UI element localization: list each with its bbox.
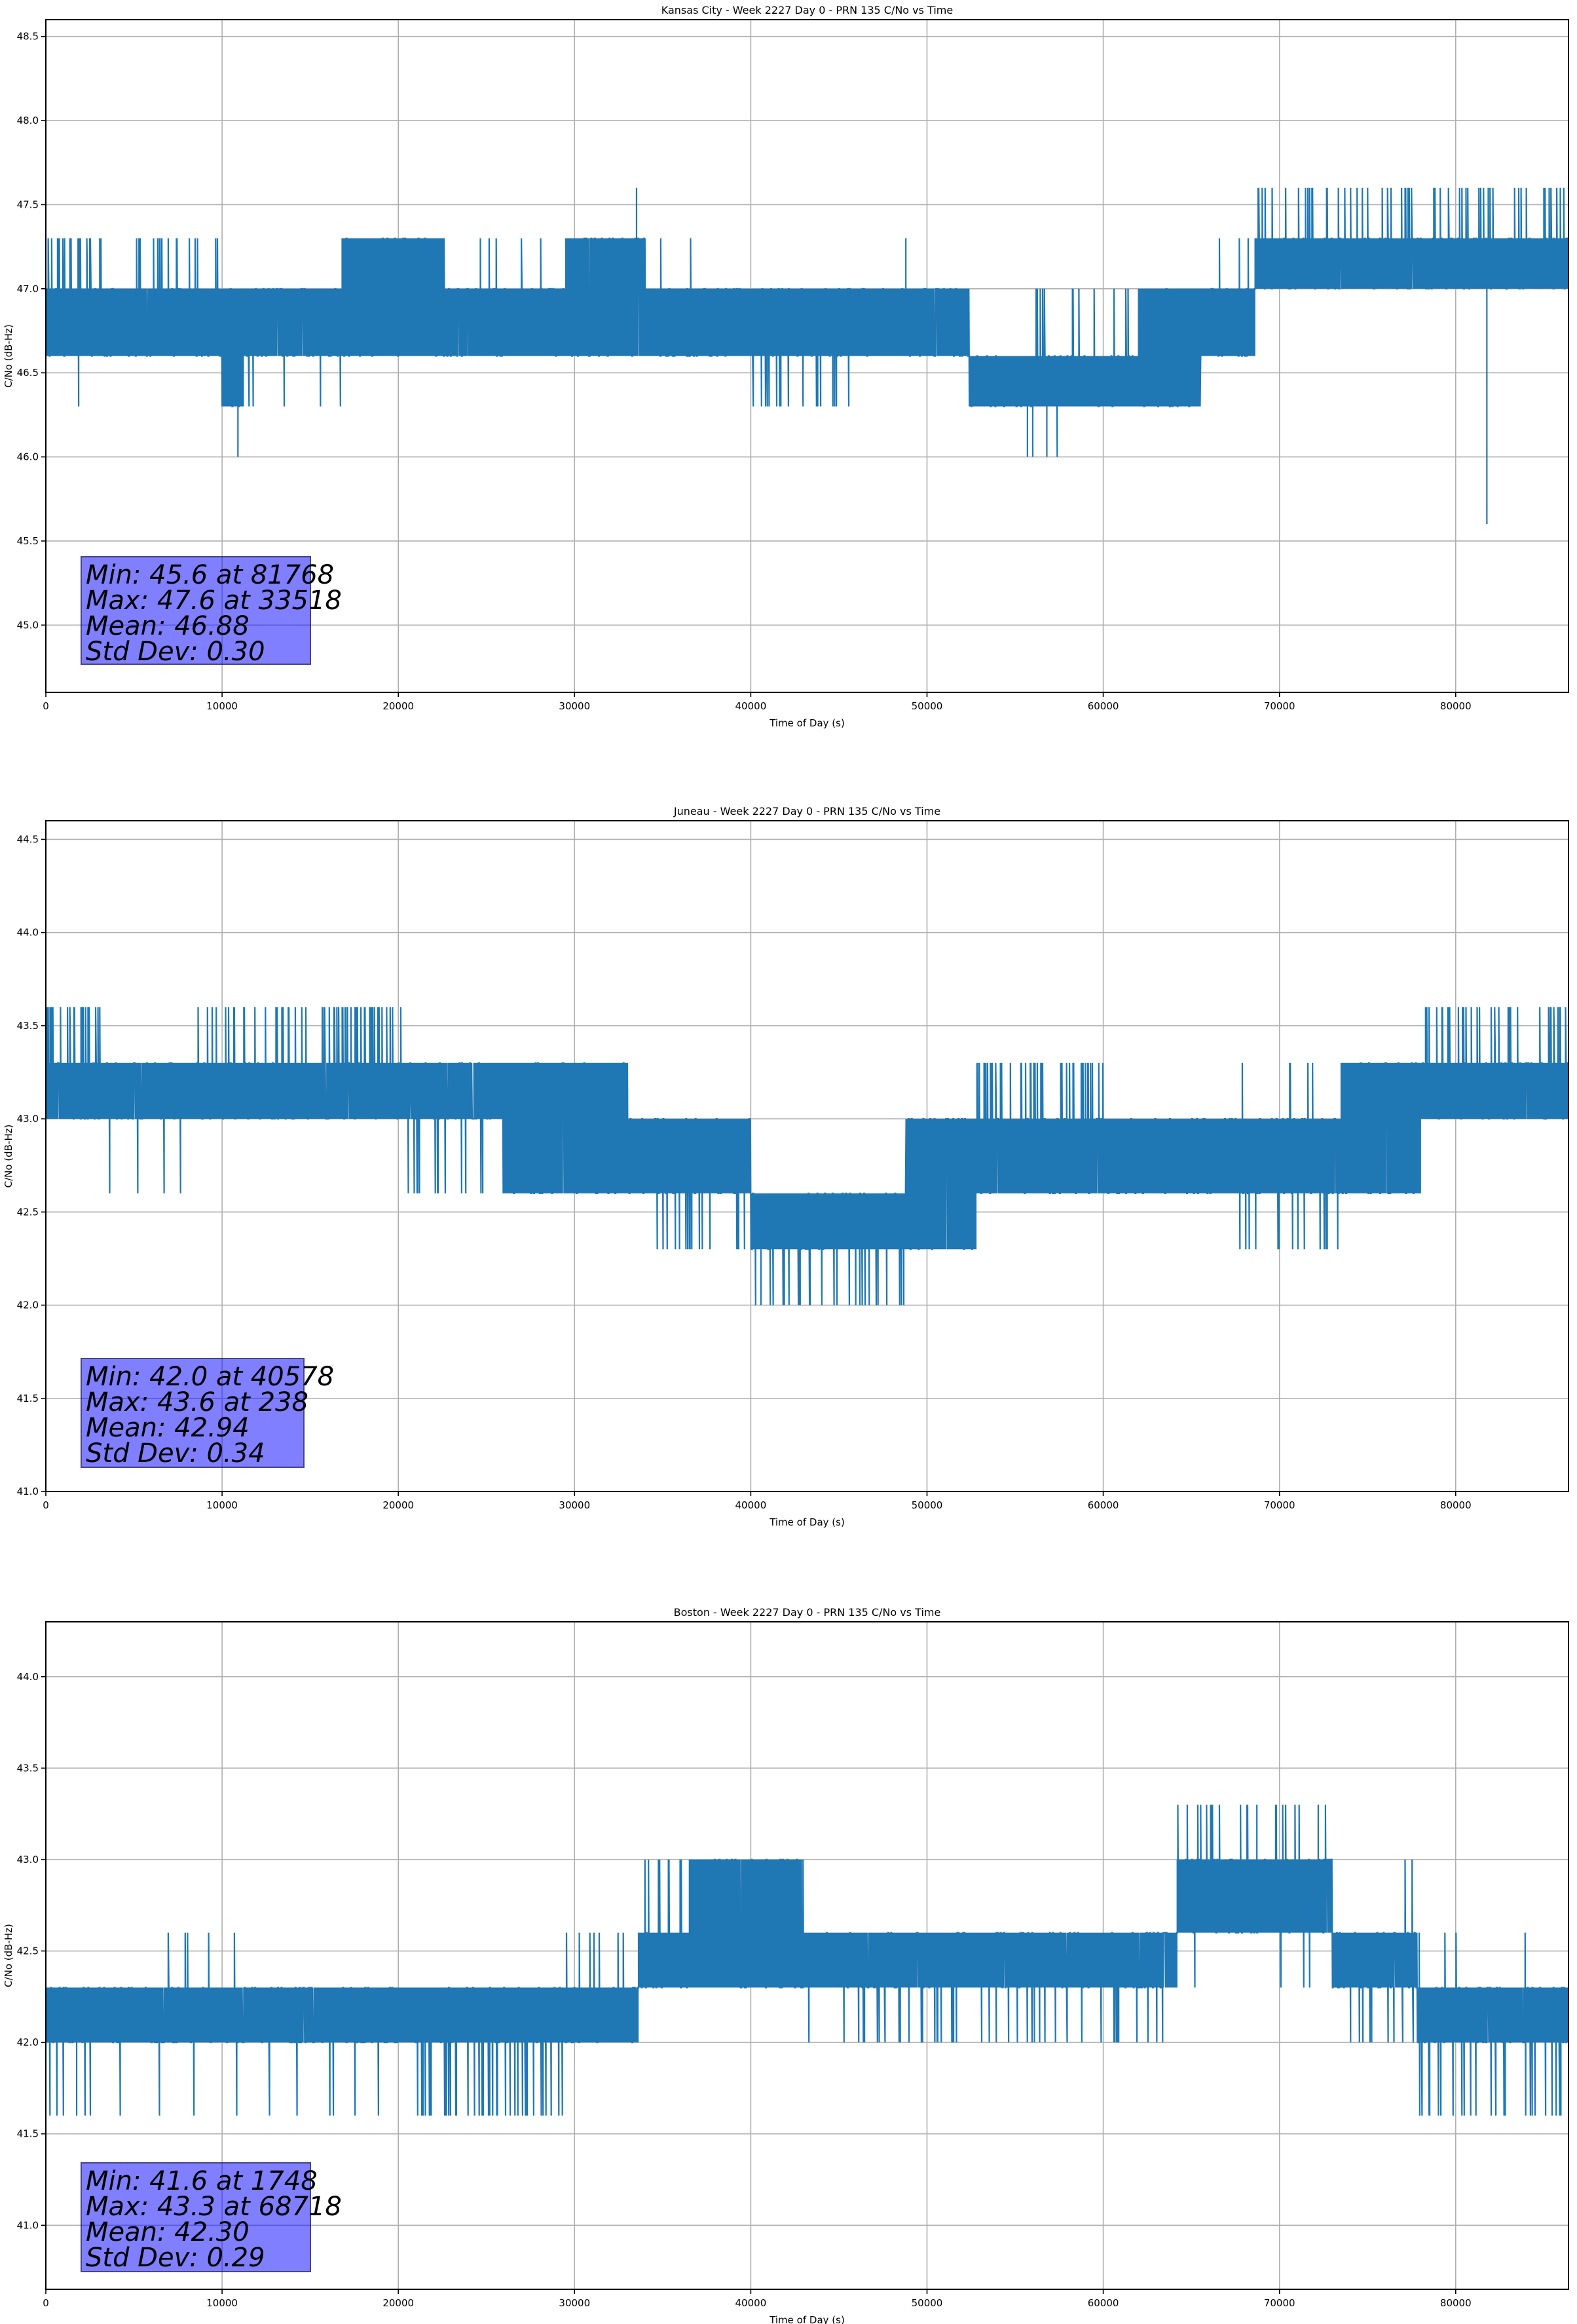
x-axis-label: Time of Day (s) xyxy=(769,2314,845,2324)
stat-min: Min: 42.0 at 40578 xyxy=(86,1362,335,1392)
x-tick-label: 10000 xyxy=(206,1499,238,1511)
chart-title: Juneau - Week 2227 Day 0 - PRN 135 C/No … xyxy=(673,805,940,817)
stat-max: Max: 47.6 at 33518 xyxy=(86,586,342,616)
y-axis-label: C/No (dB-Hz) xyxy=(3,1125,14,1188)
stat-mean: Mean: 42.30 xyxy=(86,2217,250,2247)
y-tick-label: 45.5 xyxy=(17,535,39,547)
y-tick-label: 41.0 xyxy=(17,2219,39,2231)
stat-min: Min: 45.6 at 81768 xyxy=(86,560,335,590)
y-tick-label: 41.5 xyxy=(17,2128,39,2140)
x-axis-label: Time of Day (s) xyxy=(769,1516,845,1528)
x-tick-label: 50000 xyxy=(912,1499,943,1511)
stat-mean: Mean: 46.88 xyxy=(86,611,250,641)
x-tick-label: 20000 xyxy=(382,2297,414,2309)
chart-panel-kansas-city: 0 10000 20000 30000 40000 50000 60000 70000 8000… xyxy=(0,0,1577,753)
stat-max: Max: 43.6 at 238 xyxy=(86,1387,308,1417)
x-tick-label: 80000 xyxy=(1440,700,1472,712)
x-tick-label: 80000 xyxy=(1440,1499,1472,1511)
y-tick-label: 44.0 xyxy=(17,927,39,939)
stat-min: Min: 41.6 at 1748 xyxy=(86,2166,318,2196)
x-tick-label: 20000 xyxy=(382,700,414,712)
y-axis-label: C/No (dB-Hz) xyxy=(3,1924,14,1987)
stats-box: Min: 45.6 at 81768 Max: 47.6 at 33518 Me… xyxy=(81,556,342,667)
y-tick-label: 45.0 xyxy=(17,619,39,631)
axes-frame xyxy=(45,19,1569,693)
x-tick-label: 0 xyxy=(43,700,49,712)
y-tick-label: 46.0 xyxy=(17,451,39,463)
x-tick-label: 60000 xyxy=(1088,2297,1119,2309)
x-tick-label: 0 xyxy=(43,2297,49,2309)
x-tick-label: 70000 xyxy=(1264,1499,1295,1511)
y-tick-label: 42.5 xyxy=(17,1206,39,1218)
x-tick-label: 40000 xyxy=(735,2297,767,2309)
x-tick-label: 20000 xyxy=(382,1499,414,1511)
x-tick-label: 30000 xyxy=(559,700,590,712)
x-tick-label: 40000 xyxy=(735,700,767,712)
y-tick-label: 42.0 xyxy=(17,2036,39,2048)
x-tick-label: 30000 xyxy=(559,1499,590,1511)
x-tick-label: 40000 xyxy=(735,1499,767,1511)
y-tick-label: 43.0 xyxy=(17,1113,39,1125)
stat-std: Std Dev: 0.30 xyxy=(86,637,265,667)
chart-title: Kansas City - Week 2227 Day 0 - PRN 135 … xyxy=(661,4,953,16)
series-line xyxy=(46,187,1568,457)
series-line xyxy=(46,1007,1568,1305)
x-tick-label: 60000 xyxy=(1088,700,1119,712)
y-tick-label: 44.0 xyxy=(17,1671,39,1683)
y-tick-label: 48.0 xyxy=(17,115,39,126)
y-tick-label: 43.0 xyxy=(17,1854,39,1865)
x-axis-label: Time of Day (s) xyxy=(769,717,845,729)
x-tick-label: 0 xyxy=(43,1499,49,1511)
series-line xyxy=(46,1805,1568,2116)
x-tick-label: 70000 xyxy=(1264,2297,1295,2309)
x-tick-label: 10000 xyxy=(206,700,238,712)
chart-panel-juneau: 0 10000 20000 30000 40000 50000 60000 70000 8000… xyxy=(3,805,1569,1528)
y-tick-label: 48.5 xyxy=(17,31,39,43)
stats-box: Min: 41.6 at 1748 Max: 43.3 at 68718 Mea… xyxy=(81,2162,342,2273)
x-tick-label: 50000 xyxy=(912,2297,943,2309)
stats-box: Min: 42.0 at 40578 Max: 43.6 at 238 Mean… xyxy=(81,1358,335,1469)
y-tick-label: 43.5 xyxy=(17,1762,39,1774)
y-axis-label: C/No (dB-Hz) xyxy=(3,324,14,388)
stat-mean: Mean: 42.94 xyxy=(86,1413,250,1443)
chart-svg: 0 10000 20000 30000 40000 50000 60000 70000 8000… xyxy=(3,805,1569,1528)
y-tick-label: 42.5 xyxy=(17,1945,39,1957)
y-tick-label: 46.5 xyxy=(17,367,39,379)
x-tick-label: 10000 xyxy=(206,2297,238,2309)
x-tick-label: 70000 xyxy=(1264,700,1295,712)
x-tick-label: 60000 xyxy=(1088,1499,1119,1511)
y-tick-label: 41.0 xyxy=(17,1486,39,1497)
axes-frame xyxy=(45,1621,1569,2290)
stat-std: Std Dev: 0.34 xyxy=(86,1438,265,1469)
y-tick-label: 44.5 xyxy=(17,833,39,845)
y-tick-label: 41.5 xyxy=(17,1393,39,1404)
y-tick-label: 42.0 xyxy=(17,1300,39,1311)
y-tick-label: 47.5 xyxy=(17,198,39,210)
y-tick-label: 43.5 xyxy=(17,1020,39,1032)
stat-max: Max: 43.3 at 68718 xyxy=(86,2192,342,2222)
axes-frame xyxy=(45,820,1569,1492)
chart-svg: 0 10000 20000 30000 40000 50000 60000 70000 8000… xyxy=(3,4,1569,729)
stat-std: Std Dev: 0.29 xyxy=(86,2243,265,2273)
x-tick-label: 30000 xyxy=(559,2297,590,2309)
x-tick-label: 80000 xyxy=(1440,2297,1472,2309)
y-tick-label: 47.0 xyxy=(17,283,39,295)
x-tick-label: 50000 xyxy=(912,700,943,712)
chart-title: Boston - Week 2227 Day 0 - PRN 135 C/No … xyxy=(674,1606,941,1619)
